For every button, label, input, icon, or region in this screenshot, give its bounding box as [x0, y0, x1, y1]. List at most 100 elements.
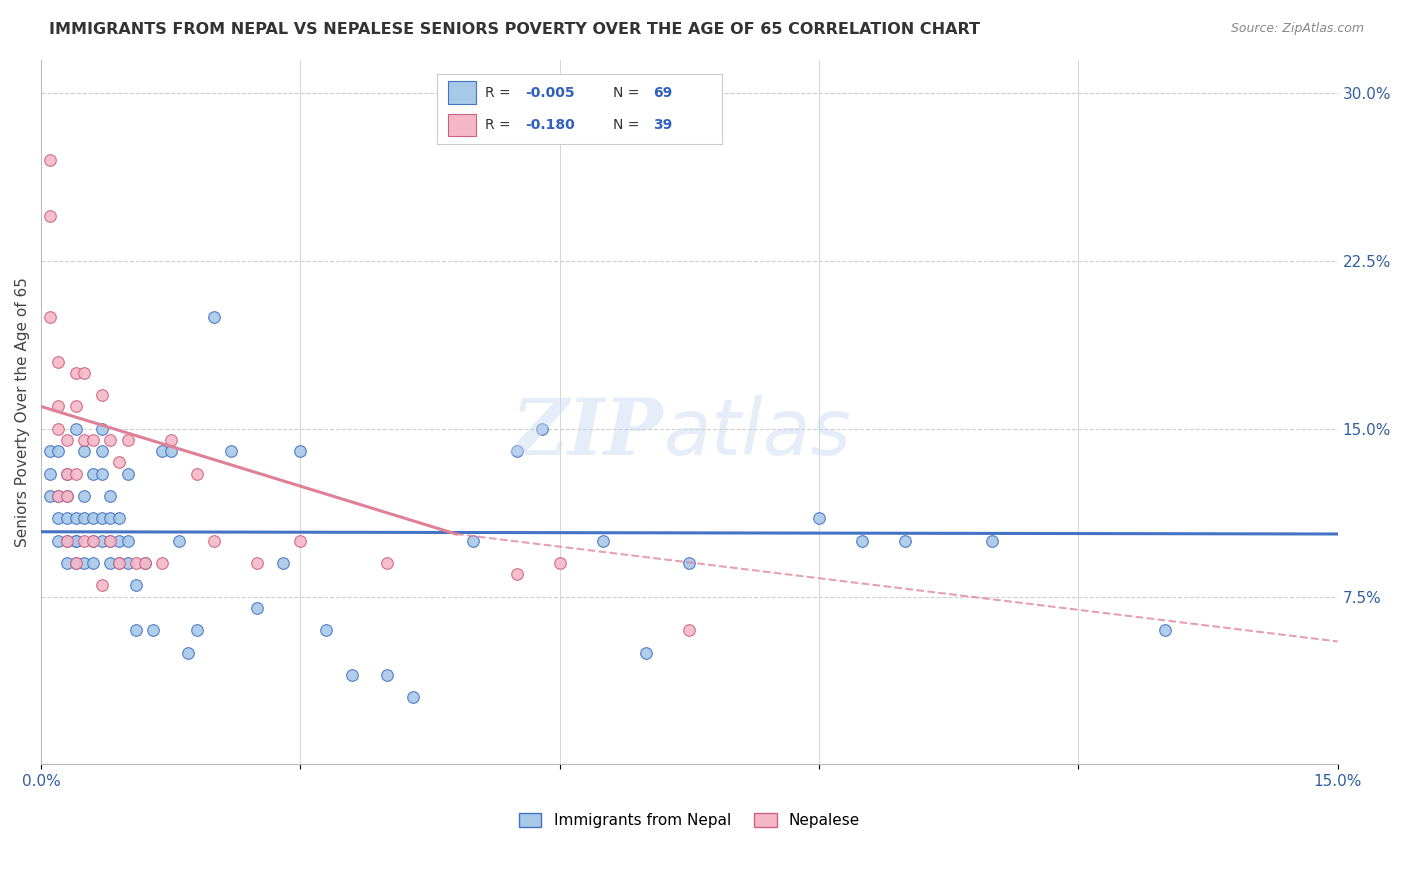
Point: [48, 511, 70, 525]
Point: [48, 422, 70, 436]
Point: [73, 366, 96, 380]
Point: [73, 489, 96, 503]
Point: [90, 511, 112, 525]
Point: [65, 366, 87, 380]
Point: [186, 467, 208, 481]
Point: [202, 310, 225, 324]
Point: [117, 467, 139, 481]
Point: [108, 556, 131, 570]
Point: [290, 444, 312, 458]
Point: [186, 624, 208, 638]
Point: [56, 489, 79, 503]
Point: [82, 556, 104, 570]
Point: [678, 624, 700, 638]
Point: [271, 556, 294, 570]
Point: [636, 646, 658, 660]
Point: [48, 354, 70, 368]
Point: [65, 533, 87, 548]
Point: [48, 489, 70, 503]
Point: [108, 556, 131, 570]
Point: [73, 444, 96, 458]
Point: [65, 467, 87, 481]
Text: IMMIGRANTS FROM NEPAL VS NEPALESE SENIORS POVERTY OVER THE AGE OF 65 CORRELATION: IMMIGRANTS FROM NEPAL VS NEPALESE SENIOR…: [49, 22, 980, 37]
Point: [150, 444, 173, 458]
Legend: Immigrants from Nepal, Nepalese: Immigrants from Nepal, Nepalese: [512, 806, 866, 834]
Point: [98, 533, 121, 548]
Point: [65, 511, 87, 525]
Point: [98, 489, 121, 503]
Point: [38, 310, 60, 324]
Point: [73, 556, 96, 570]
Point: [38, 153, 60, 168]
Point: [65, 400, 87, 414]
Point: [219, 444, 242, 458]
Point: [90, 533, 112, 548]
Point: [98, 433, 121, 447]
Point: [108, 455, 131, 469]
Point: [82, 511, 104, 525]
Point: [73, 511, 96, 525]
Point: [246, 556, 269, 570]
Point: [290, 533, 312, 548]
Point: [56, 511, 79, 525]
Point: [592, 533, 614, 548]
Point: [65, 533, 87, 548]
Point: [73, 433, 96, 447]
Point: [142, 624, 165, 638]
Point: [56, 556, 79, 570]
Point: [90, 388, 112, 402]
Point: [246, 600, 269, 615]
Point: [159, 433, 181, 447]
Point: [505, 444, 527, 458]
Point: [38, 467, 60, 481]
Point: [90, 578, 112, 592]
Point: [342, 668, 364, 682]
Point: [463, 533, 485, 548]
Point: [177, 646, 200, 660]
Point: [134, 556, 156, 570]
Point: [38, 209, 60, 223]
Point: [108, 511, 131, 525]
Point: [38, 489, 60, 503]
Point: [375, 668, 398, 682]
Point: [202, 533, 225, 548]
Point: [505, 567, 527, 582]
Text: ZIP: ZIP: [512, 395, 664, 472]
Point: [108, 533, 131, 548]
Point: [1153, 624, 1175, 638]
Point: [82, 467, 104, 481]
Text: Source: ZipAtlas.com: Source: ZipAtlas.com: [1230, 22, 1364, 36]
Point: [48, 533, 70, 548]
Point: [56, 467, 79, 481]
Point: [98, 556, 121, 570]
Point: [82, 433, 104, 447]
Point: [125, 556, 148, 570]
Point: [90, 467, 112, 481]
Point: [82, 533, 104, 548]
Point: [980, 533, 1002, 548]
Point: [117, 433, 139, 447]
Point: [98, 511, 121, 525]
Point: [125, 578, 148, 592]
Point: [125, 624, 148, 638]
Point: [851, 533, 873, 548]
Point: [65, 556, 87, 570]
Point: [65, 422, 87, 436]
Point: [48, 400, 70, 414]
Point: [98, 533, 121, 548]
Point: [73, 533, 96, 548]
Point: [117, 556, 139, 570]
Point: [48, 444, 70, 458]
Y-axis label: Seniors Poverty Over the Age of 65: Seniors Poverty Over the Age of 65: [15, 277, 30, 547]
Point: [150, 556, 173, 570]
Point: [894, 533, 917, 548]
Point: [402, 690, 425, 705]
Point: [808, 511, 831, 525]
Point: [38, 444, 60, 458]
Point: [56, 467, 79, 481]
Point: [169, 533, 191, 548]
Point: [82, 533, 104, 548]
Point: [90, 444, 112, 458]
Point: [678, 556, 700, 570]
Point: [56, 533, 79, 548]
